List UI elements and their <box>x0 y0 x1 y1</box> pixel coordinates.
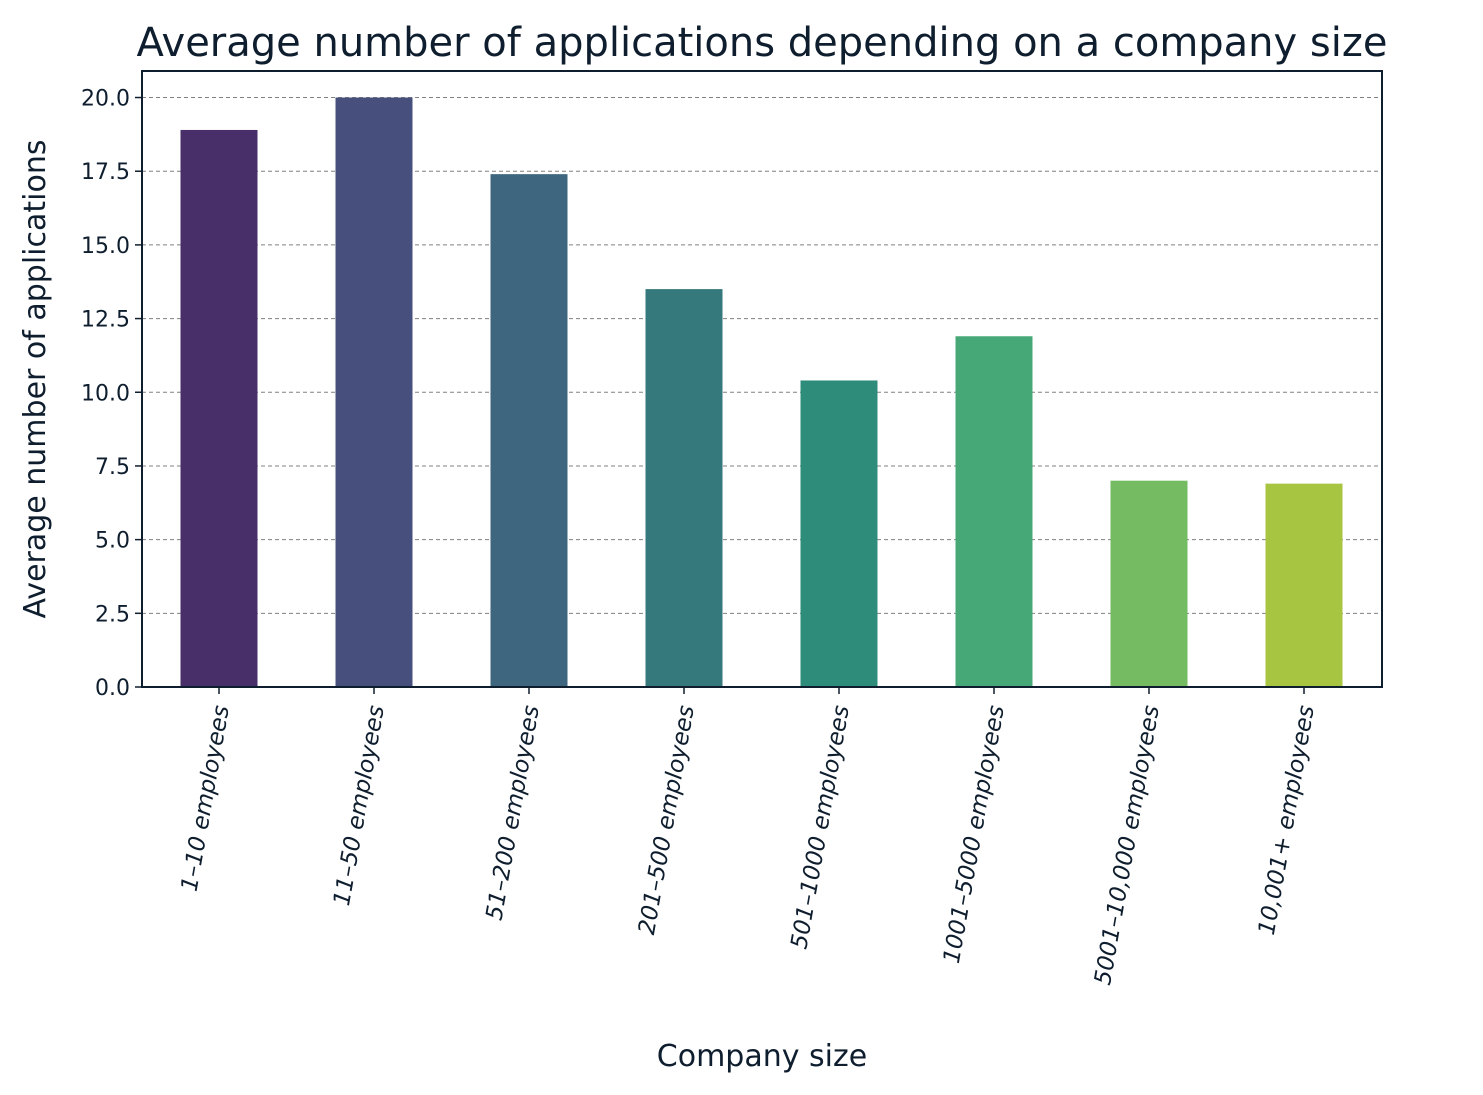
x-category-label: 501–1000 employees <box>786 704 854 952</box>
bar <box>335 97 413 688</box>
bars <box>180 97 1343 688</box>
chart-title: Average number of applications depending… <box>137 20 1388 66</box>
y-tick-label: 5.0 <box>95 529 130 554</box>
x-category-label: 51–200 employees <box>482 704 545 923</box>
y-tick-label: 17.5 <box>81 160 130 185</box>
x-category-label: 1–10 employees <box>177 704 235 894</box>
y-tick-label: 2.5 <box>95 602 130 627</box>
x-category-label: 201–500 employees <box>634 704 700 937</box>
x-category-label: 10,001+ employees <box>1254 704 1320 938</box>
bar <box>955 336 1033 687</box>
bar <box>180 129 258 687</box>
bar <box>645 289 723 687</box>
y-axis-ticks: 0.0 2.5 5.0 7.5 10.0 12.5 15.0 17.5 20.0 <box>81 87 142 701</box>
x-category-label: 1001–5000 employees <box>939 704 1010 966</box>
y-tick-label: 0.0 <box>95 676 130 701</box>
bar <box>1265 483 1343 687</box>
gridlines <box>142 97 1382 614</box>
y-tick-label: 7.5 <box>95 455 130 480</box>
y-tick-label: 12.5 <box>81 308 130 333</box>
y-tick-label: 10.0 <box>81 381 130 406</box>
plot-frame <box>141 70 1383 688</box>
y-tick-label: 20.0 <box>81 87 130 112</box>
y-tick-label: 15.0 <box>81 234 130 259</box>
y-axis-label: Average number of applications <box>18 140 53 619</box>
bar <box>490 174 568 687</box>
bar <box>800 380 878 687</box>
bar <box>1110 480 1188 687</box>
x-axis-label: Company size <box>657 1039 867 1074</box>
x-axis-ticks: 1–10 employees 11–50 employees 51–200 empl… <box>177 687 1320 987</box>
x-category-label: 5001–10,000 employees <box>1090 704 1165 988</box>
x-category-label: 11–50 employees <box>329 704 390 908</box>
